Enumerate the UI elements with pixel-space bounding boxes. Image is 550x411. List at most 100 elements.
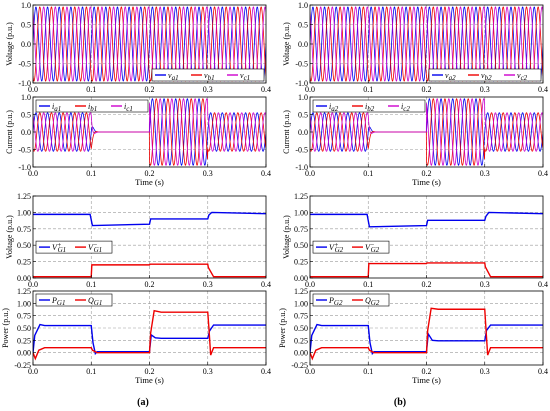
x-tick-label: 0.0 [28,280,38,289]
x-tick-label: 0.1 [363,85,373,94]
legend-box [35,99,149,113]
x-tick-label: 0.0 [28,85,38,94]
series-line-vg1 [33,211,266,227]
x-tick-label: 0.4 [538,169,548,178]
caption-b: (b) [394,397,406,408]
y-tick-label: 1.0 [21,1,31,10]
legend: V+ G2 V− G2 [312,240,390,254]
y-tick-label: 0.0 [21,40,31,49]
legend-box [151,68,265,82]
legend-box [35,293,113,307]
chart-b-power: 0.0 0.1 0.2 0.3 0.4 -0.25 0.00 0.25 0.50 0.75 1.00… [278,287,548,385]
y-tick-label: 1.25 [17,287,31,296]
y-tick-label: -0.5 [295,60,308,69]
y-tick-label: -0.5 [18,60,31,69]
legend-label: PG2 [328,296,343,307]
y-tick-label: 0.50 [294,324,308,333]
x-axis-label: Time (s) [135,375,164,385]
x-tick-label: 0.2 [145,169,155,178]
y-tick-label: -0.5 [18,146,31,155]
x-tick-label: 0.2 [422,85,432,94]
x-tick-label: 0.1 [86,367,96,376]
y-tick-label: 0.25 [17,336,31,345]
x-tick-label: 0.0 [305,280,315,289]
x-tick-label: 0.4 [261,169,271,178]
legend-label: ib1 [88,102,97,113]
y-tick-label: 1.0 [21,93,31,102]
y-tick-label: 1.00 [17,299,31,308]
x-tick-label: 0.0 [305,85,315,94]
x-axis-label: Time (s) [135,177,164,187]
y-tick-label: -1.0 [18,163,31,172]
x-tick-label: 0.4 [538,280,548,289]
series-line-vb1 [33,6,266,82]
legend: ia2 ib2 ic2 [312,99,426,113]
series-line-ib2 [310,98,543,166]
legend: V+ G1 V− G1 [35,240,113,254]
legend-label: va1 [168,71,179,82]
series-line-ic2 [310,98,543,166]
legend-label: QG2 [365,296,380,307]
series-line-ib1 [33,98,266,166]
legend: PG2 QG2 [312,293,390,307]
legend-label: vb2 [481,71,492,82]
y-tick-label: -1.0 [295,79,308,88]
legend-label: vc1 [240,71,250,82]
y-axis-label: Voltage (p.u.) [282,215,291,259]
legend: ia1 ib1 ic1 [35,99,149,113]
x-tick-label: 0.3 [480,367,490,376]
x-tick-label: 0.3 [203,280,213,289]
x-tick-label: 0.1 [86,85,96,94]
legend-label: va2 [445,71,456,82]
x-tick-label: 0.2 [422,169,432,178]
y-tick-label: 0.5 [298,21,308,30]
y-tick-label: 0.5 [21,21,31,30]
legend: va2 vb2 vc2 [428,68,542,82]
legend-box [312,99,426,113]
y-tick-label: 0.25 [294,258,308,267]
plot-area [310,98,543,166]
caption-a: (a) [137,397,149,408]
plot-area [310,211,543,278]
series-line-pg1 [33,323,266,356]
y-tick-label: 0.0 [298,128,308,137]
series-line-vc1 [33,6,266,82]
y-axis-label: Voltage (p.u.) [5,215,14,259]
legend-label: vc2 [517,71,528,82]
x-tick-label: 0.4 [261,367,271,376]
x-tick-label: 0.2 [422,367,432,376]
y-tick-label: -0.5 [295,146,308,155]
series-line-vb2 [310,6,543,82]
y-tick-label: 0.25 [294,336,308,345]
y-tick-label: 0.75 [294,225,308,234]
y-tick-label: 0.0 [298,40,308,49]
x-tick-label: 0.1 [363,169,373,178]
chart-b-vg: 0.0 0.1 0.2 0.3 0.4 0.00 0.25 0.50 0.75 1.00 1.25 V… [282,192,548,289]
x-tick-label: 0.0 [28,367,38,376]
legend-label: QG1 [88,296,102,307]
y-tick-label: 0.00 [17,274,31,283]
y-tick-label: 1.0 [298,93,308,102]
y-tick-label: -0.25 [14,361,31,370]
y-tick-label: 0.00 [294,274,308,283]
x-tick-label: 0.3 [203,367,213,376]
x-tick-label: 0.4 [538,367,548,376]
legend-label: ib2 [365,102,375,113]
x-tick-label: 0.3 [480,85,490,94]
x-tick-label: 0.4 [261,85,271,94]
legend-label: PG1 [51,296,65,307]
y-tick-label: 0.00 [294,349,308,358]
x-tick-label: 0.3 [203,85,213,94]
series-line-ic1 [33,98,266,166]
y-tick-label: -0.25 [291,361,308,370]
legend-box [312,240,390,254]
x-tick-label: 0.1 [86,169,96,178]
legend-label: ia1 [52,102,61,113]
legend-label: ia2 [329,102,339,113]
y-tick-label: 0.0 [21,128,31,137]
x-axis-label: Time (s) [412,177,441,187]
y-tick-label: 0.50 [17,241,31,250]
y-tick-label: 1.25 [294,287,308,296]
chart-b-current: 0.0 0.1 0.2 0.3 0.4 -1.0 -0.5 0.0 0.5 1.0 Current … [282,93,548,187]
